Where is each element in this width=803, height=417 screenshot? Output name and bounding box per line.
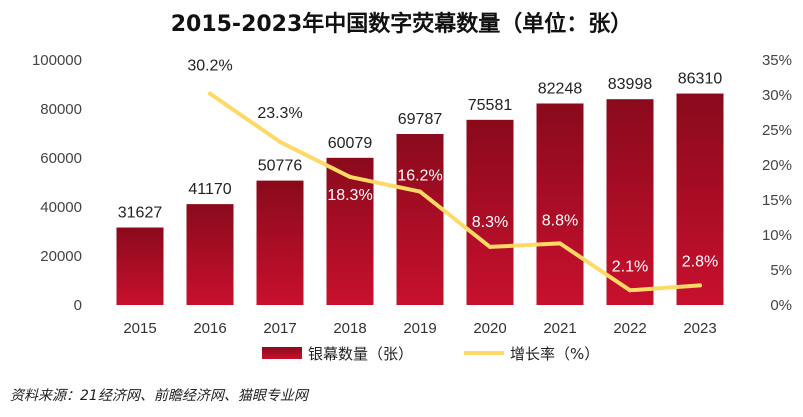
line-point [698,283,702,288]
growth-rate-line [208,91,702,293]
source-note: 资料来源：21经济网、前瞻经济网、猫眼专业网 [10,388,308,404]
x-axis-tick-label: 2016 [193,320,226,337]
right-axis-tick-label: 15% [762,192,792,209]
line-point [558,241,562,246]
rate-value-label: 2.1% [612,258,648,275]
bar-value-label: 50776 [258,158,303,175]
bar-value-label: 60079 [328,135,373,152]
line-point [208,91,212,96]
x-axis-tick-label: 2021 [543,320,576,337]
rate-value-label: 2.8% [682,253,718,270]
legend: 银幕数量（张） 增长率（%） [262,345,599,363]
bar [256,180,304,305]
bar-value-label: 86310 [678,71,723,88]
bar [396,134,444,305]
right-axis: 0% 5% 10% 15% 20% 25% 30% 35% [762,52,792,314]
bar-value-label: 83998 [608,76,653,93]
rate-labels: 30.2% 23.3% 18.3% 16.2% 8.3% 8.8% 2.1% 2.8% [187,58,718,276]
legend-label-bars: 银幕数量（张） [308,345,413,363]
x-axis-tick-label: 2023 [683,320,716,337]
bar [606,99,654,306]
bar-series [116,93,724,306]
left-axis-tick-label: 20000 [40,248,82,265]
rate-value-label: 30.2% [187,58,232,75]
left-axis-tick-label: 60000 [40,150,82,167]
left-axis-tick-label: 100000 [32,52,82,69]
x-axis-tick-label: 2020 [473,320,506,337]
line-point [418,189,422,194]
line-point [348,174,352,179]
x-axis-tick-label: 2018 [333,320,366,337]
x-axis: 2015 2016 2017 2018 2019 2020 2021 2022 2023 [123,320,716,337]
bar [466,119,514,305]
bar-value-label: 41170 [188,181,231,198]
left-axis: 0 20000 40000 60000 80000 100000 [32,52,82,314]
bar [116,227,164,305]
rate-value-label: 18.3% [327,187,372,204]
bar-value-label: 31627 [118,205,163,222]
right-axis-tick-label: 20% [762,157,792,174]
line-point [278,139,282,144]
bar [186,204,234,305]
chart-title: 2015-2023年中国数字荧幕数量（单位：张） [170,12,633,37]
line-series [208,91,702,293]
right-axis-tick-label: 25% [762,122,792,139]
right-axis-tick-label: 5% [770,262,792,279]
left-axis-tick-label: 0 [74,297,82,314]
bar-value-label: 82248 [538,80,583,97]
bar [676,93,724,305]
legend-swatch-bars [262,347,302,359]
bar-labels: 31627 41170 50776 60079 69787 75581 82248 83998… [118,71,723,222]
rate-value-label: 16.2% [397,168,442,185]
right-axis-tick-label: 35% [762,52,792,69]
line-point [628,288,632,293]
rate-value-label: 8.8% [542,212,578,229]
right-axis-tick-label: 10% [762,227,792,244]
x-axis-tick-label: 2022 [613,320,646,337]
rate-value-label: 8.3% [472,214,508,231]
rate-value-label: 23.3% [257,105,302,122]
x-axis-tick-label: 2015 [123,320,156,337]
right-axis-tick-label: 30% [762,87,792,104]
legend-label-line: 增长率（%） [510,345,599,363]
line-point [488,244,492,249]
bar-value-label: 75581 [468,97,513,114]
bar [326,157,374,305]
left-axis-tick-label: 40000 [40,199,82,216]
bar-value-label: 69787 [398,111,443,128]
bar [536,103,584,305]
left-axis-tick-label: 80000 [40,101,82,118]
x-axis-tick-label: 2019 [403,320,436,337]
right-axis-tick-label: 0% [770,297,792,314]
x-axis-tick-label: 2017 [263,320,296,337]
